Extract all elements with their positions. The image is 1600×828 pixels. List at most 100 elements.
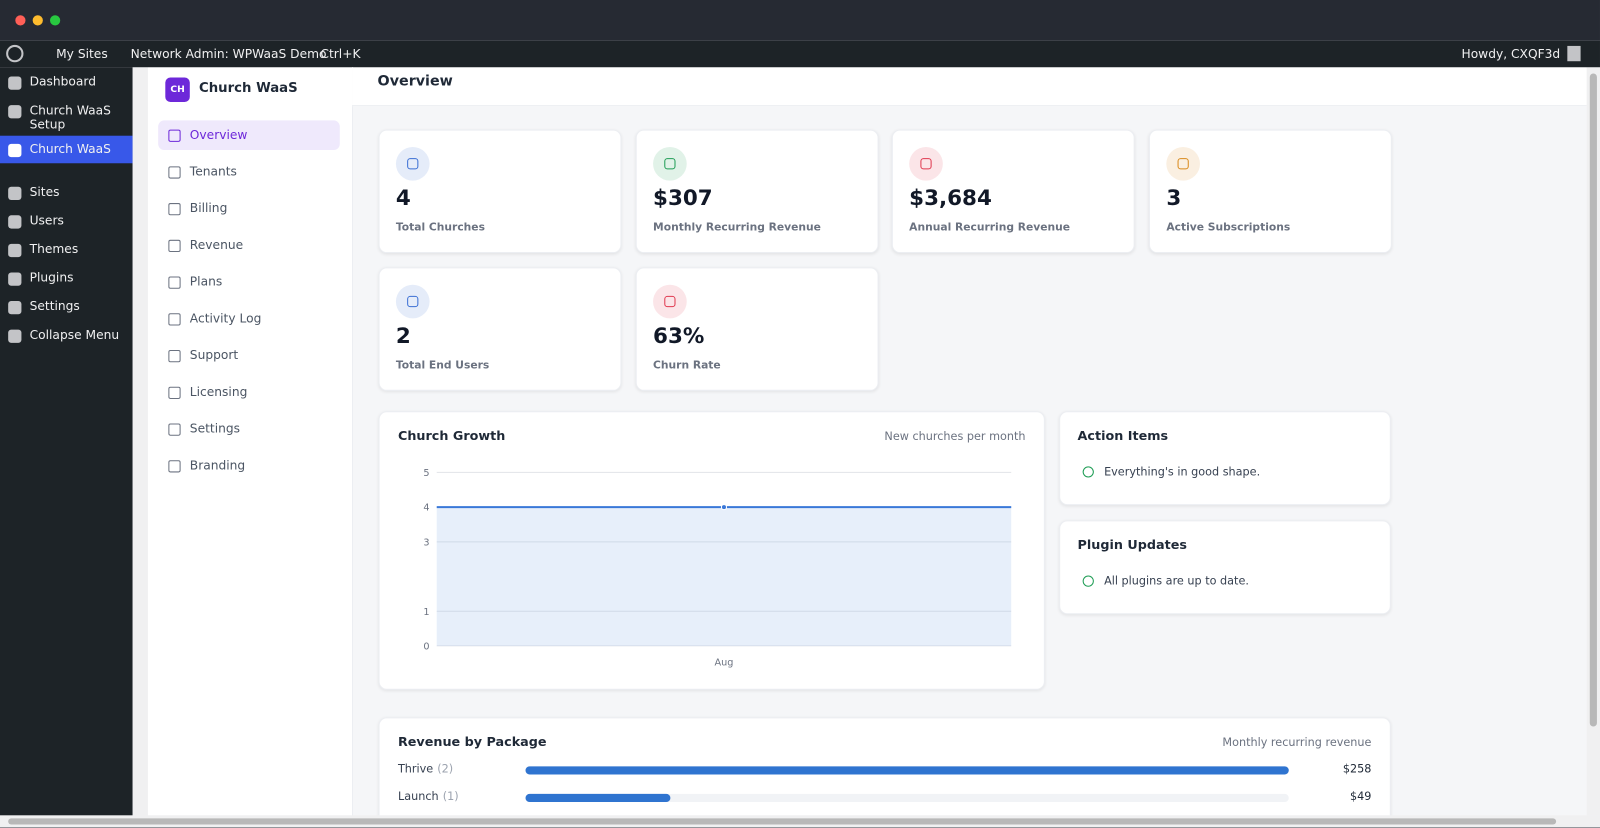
nav-item[interactable]: Tenants <box>189 164 237 179</box>
stat-label: Active Subscriptions <box>1166 221 1291 234</box>
wp-admin-menu: Dashboard Church WaaS Setup Church WaaS Sit… <box>0 67 133 828</box>
greeting[interactable]: Howdy, CXQF3d <box>1461 46 1561 62</box>
card-message: Everything's in good shape. <box>1104 465 1261 479</box>
stat-glyph <box>1177 158 1189 170</box>
menu-icon <box>8 243 22 258</box>
my-sites[interactable]: My Sites <box>56 46 108 62</box>
card-message: All plugins are up to date. <box>1104 574 1249 588</box>
stat-value: 3 <box>1166 185 1182 211</box>
stat-icon <box>653 284 687 319</box>
category-label: Thrive (2) <box>398 762 453 775</box>
nav-item[interactable]: Activity Log <box>189 311 262 326</box>
category-note: (2) <box>437 762 454 776</box>
nav-item[interactable]: Billing <box>189 201 228 216</box>
stat-label: Annual Recurring Revenue <box>909 221 1071 234</box>
stat-value: $3,684 <box>909 185 992 211</box>
nav-item[interactable]: Branding <box>189 458 246 473</box>
nav-item[interactable]: Licensing <box>189 384 248 399</box>
chart-card: Revenue by Package Monthly recurring reve… <box>378 717 1391 828</box>
y-tick-label: 5 <box>423 468 429 479</box>
active-nav-bg <box>158 120 340 150</box>
menu-icon <box>8 329 22 343</box>
stat-glyph <box>407 158 419 170</box>
stat-value: 4 <box>395 185 411 211</box>
scroll-thumb[interactable] <box>8 818 1557 825</box>
check-icon <box>1082 575 1094 587</box>
stat-value: $307 <box>653 185 713 211</box>
close-button[interactable] <box>15 15 26 26</box>
stat-glyph <box>664 295 676 308</box>
menu-item[interactable]: Church WaaS Setup <box>29 103 111 132</box>
menu-item[interactable]: Settings <box>29 298 80 314</box>
stat-card: $307 Monthly Recurring Revenue <box>635 129 879 254</box>
wp-logo[interactable] <box>6 44 24 63</box>
nav-icon <box>168 203 181 216</box>
menu-icon <box>8 105 22 119</box>
nav-icon <box>168 386 181 399</box>
nav-item[interactable]: Settings <box>189 421 241 436</box>
y-tick-label: 1 <box>423 607 429 618</box>
stat-glyph <box>920 158 932 170</box>
network-admin[interactable]: Network Admin: WPWaaS Demo <box>130 46 327 62</box>
scrollbar-vertical[interactable] <box>1586 67 1600 816</box>
nav-item[interactable]: Overview <box>189 127 248 142</box>
stat-value: 63% <box>653 323 705 348</box>
menu-item[interactable]: Dashboard <box>29 74 97 89</box>
info-card: Plugin Updates All plugins are up to date… <box>1059 520 1391 615</box>
stat-value: 2 <box>395 323 411 348</box>
menu-icon <box>8 215 22 229</box>
menu-item[interactable]: Collapse Menu <box>29 327 120 342</box>
nav-icon <box>168 349 181 363</box>
menu-item[interactable]: Themes <box>29 241 79 257</box>
active-menu-bg <box>0 135 133 164</box>
category-name: Launch <box>397 789 439 804</box>
scroll-thumb[interactable] <box>1589 73 1597 727</box>
menu-item[interactable]: Plugins <box>29 270 74 285</box>
stat-icon <box>653 146 687 181</box>
value-label: $258 <box>1342 762 1372 776</box>
nav-item[interactable]: Support <box>189 347 239 363</box>
nav-item[interactable]: Revenue <box>189 237 244 253</box>
plugin-sidebar: CH Church WaaS Overview Tenants Billing Reven… <box>147 67 354 828</box>
bar-track <box>525 793 1289 803</box>
stat-glyph <box>407 295 419 308</box>
stat-card: 2 Total End Users <box>378 267 622 391</box>
chart-subtitle: New churches per month <box>884 429 1026 443</box>
nav-item[interactable]: Plans <box>189 274 223 289</box>
stat-icon <box>1166 146 1200 181</box>
category-label: Launch (1) <box>398 790 459 803</box>
y-tick-label: 0 <box>423 641 429 652</box>
stat-icon <box>395 284 430 319</box>
bar <box>525 766 1289 775</box>
menu-item[interactable]: Sites <box>29 184 60 199</box>
stat-icon <box>395 146 430 181</box>
nav-icon <box>168 239 181 253</box>
gutter <box>132 67 148 828</box>
stat-label: Churn Rate <box>653 359 721 372</box>
maximize-button[interactable] <box>49 15 61 26</box>
chart-plot: 0 1 3 4 5 Aug <box>423 468 1012 668</box>
menu-item[interactable]: Users <box>29 213 64 228</box>
menu-icon <box>8 272 22 286</box>
nav-icon <box>168 460 181 473</box>
minimize-button[interactable] <box>32 15 43 26</box>
nav-icon <box>168 313 181 326</box>
menu-item[interactable]: Church WaaS <box>29 141 111 157</box>
page-header: Overview <box>352 67 1587 107</box>
check-icon <box>1082 466 1094 478</box>
chart-title: Revenue by Package <box>397 733 547 749</box>
card-title: Plugin Updates <box>1077 536 1187 553</box>
menu-icon <box>8 301 22 315</box>
avatar[interactable] <box>1567 45 1581 62</box>
stat-icon <box>909 146 943 181</box>
stat-card: $3,684 Annual Recurring Revenue <box>891 129 1135 254</box>
chart-card: Church Growth New churches per month 0 1 3 4 5… <box>378 411 1045 690</box>
category-name: Thrive <box>397 762 434 776</box>
scrollbar-horizontal[interactable] <box>0 815 1600 828</box>
search[interactable]: Ctrl+K <box>320 46 361 62</box>
card-title: Action Items <box>1077 427 1169 443</box>
nav-icon <box>168 276 181 289</box>
bar <box>525 793 671 803</box>
